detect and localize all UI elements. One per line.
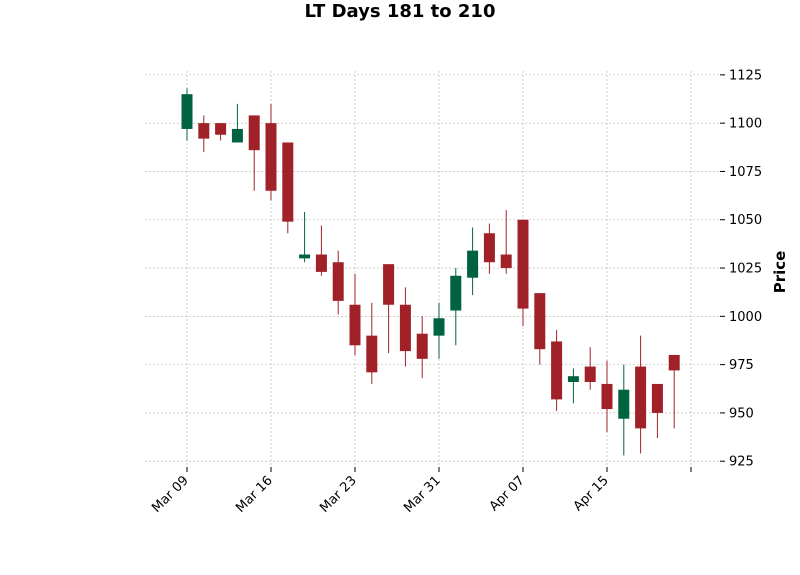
- candle: [366, 302, 378, 384]
- candle-body: [500, 254, 512, 269]
- candle: [635, 335, 647, 454]
- candle-body: [366, 335, 378, 373]
- candle: [601, 360, 613, 433]
- candle-body: [215, 123, 227, 135]
- y-tick-label: 975: [729, 358, 754, 373]
- candle-body: [315, 254, 327, 272]
- candle-body: [467, 250, 479, 278]
- y-tick-label: 1000: [729, 310, 762, 325]
- candle: [467, 227, 479, 296]
- candles: [181, 88, 680, 456]
- candle: [315, 225, 327, 276]
- candle: [181, 88, 193, 141]
- x-axis: Mar 09 Mar 16 Mar 23 Mar 31 Apr 07 Apr 15: [149, 467, 692, 516]
- candle-body: [282, 142, 294, 222]
- candle: [618, 364, 630, 456]
- candle: [500, 210, 512, 274]
- candle-body: [483, 233, 495, 263]
- candle-body: [433, 318, 445, 336]
- candle-body: [601, 383, 613, 410]
- y-tick-label: 1025: [729, 262, 762, 277]
- candle: [416, 316, 428, 379]
- candle: [450, 268, 462, 346]
- candle: [399, 287, 411, 367]
- x-tick-label: Apr 07: [487, 473, 528, 514]
- candle-body: [265, 123, 277, 191]
- candle-body: [198, 123, 210, 139]
- gridlines: [145, 71, 720, 467]
- candle: [483, 223, 495, 274]
- candle: [231, 103, 243, 143]
- candle: [198, 115, 210, 153]
- candle-body: [383, 264, 395, 305]
- candle: [265, 103, 277, 201]
- y-axis: 925 950 975 1000 1025 1050 1075 1100 1125: [720, 68, 762, 470]
- candle-body: [231, 128, 243, 143]
- candle: [248, 115, 260, 191]
- x-tick-label: Mar 16: [233, 473, 276, 516]
- candle: [534, 293, 546, 365]
- candle: [299, 212, 311, 263]
- y-tick-label: 950: [729, 406, 754, 421]
- candle: [668, 354, 680, 429]
- candle-body: [651, 383, 663, 413]
- candle-body: [299, 254, 311, 259]
- y-tick-label: 1075: [729, 165, 762, 180]
- candle: [349, 273, 361, 355]
- candle-body: [668, 354, 680, 371]
- candle: [215, 123, 227, 141]
- candle-body: [517, 219, 529, 309]
- candle: [584, 347, 596, 390]
- x-tick-label: Mar 31: [401, 473, 444, 516]
- candle-body: [248, 115, 260, 151]
- chart-title: LT Days 181 to 210: [305, 1, 496, 22]
- candle: [383, 264, 395, 354]
- candle-body: [450, 275, 462, 311]
- x-tick-label: Mar 09: [149, 473, 192, 516]
- candle-body: [349, 304, 361, 346]
- x-tick-label: Mar 23: [317, 473, 360, 516]
- candle: [651, 383, 663, 439]
- candle-body: [534, 293, 546, 350]
- candle: [517, 219, 529, 326]
- candle-body: [551, 341, 563, 400]
- candle-body: [567, 376, 579, 383]
- candle: [332, 250, 344, 315]
- y-tick-label: 925: [729, 455, 754, 470]
- x-tick-label: Apr 15: [571, 473, 612, 514]
- y-tick-label: 1100: [729, 117, 762, 132]
- candle-body: [399, 304, 411, 352]
- candle-body: [416, 333, 428, 359]
- candle-body: [584, 366, 596, 383]
- candle: [433, 302, 445, 359]
- candle-body: [332, 262, 344, 301]
- y-tick-label: 1050: [729, 213, 762, 228]
- candle: [567, 368, 579, 404]
- candle-body: [618, 389, 630, 419]
- candle-body: [181, 94, 193, 129]
- candle-body: [635, 366, 647, 429]
- y-axis-label: Price: [771, 251, 789, 294]
- candle: [551, 329, 563, 411]
- y-tick-label: 1125: [729, 68, 762, 83]
- candle: [282, 142, 294, 234]
